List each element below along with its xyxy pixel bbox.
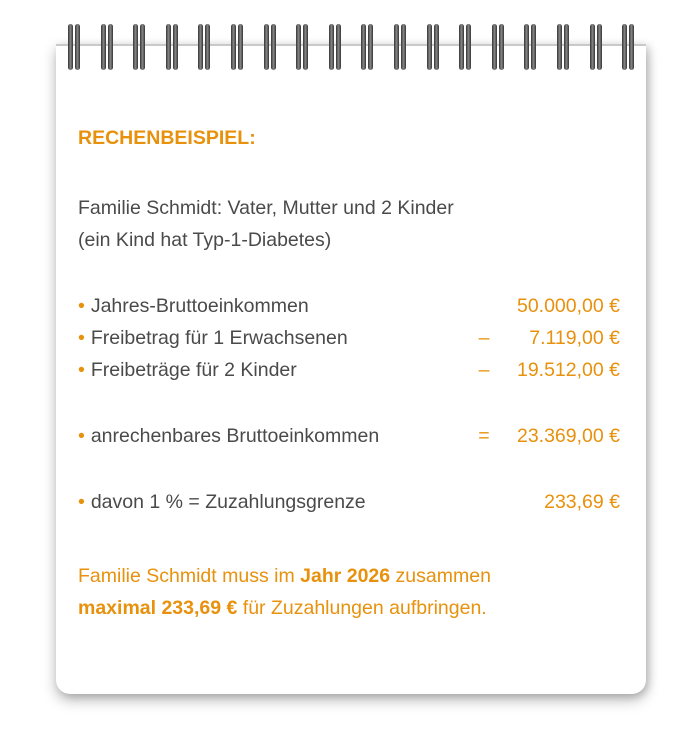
row-operator: =: [478, 425, 490, 447]
spiral-ring-icon: [491, 24, 506, 70]
row-operator: –: [478, 359, 490, 381]
spiral-ring-icon: [198, 24, 212, 70]
bullet: •: [78, 295, 85, 317]
bullet: •: [78, 425, 85, 447]
calc-row: • Jahres-Bruttoeinkommen 50.000,00 €: [78, 294, 620, 318]
spiral-ring-icon: [459, 24, 473, 70]
row-label: davon 1 % = Zuzahlungsgrenze: [90, 491, 366, 513]
spiral-ring-icon: [165, 24, 180, 70]
bullet: •: [78, 359, 85, 381]
notepad-card: [56, 44, 646, 694]
row-label: Freibeträge für 2 Kinder: [90, 359, 297, 381]
content: RECHENBEISPIEL: Familie Schmidt: Vater, …: [78, 126, 620, 620]
conclusion-text: zusammen: [390, 565, 491, 587]
bullet: •: [78, 327, 85, 349]
intro-line-2: (ein Kind hat Typ-1-Diabetes): [78, 229, 332, 251]
conclusion-text: für Zuzahlungen aufbringen.: [237, 597, 487, 619]
spiral-ring-icon: [231, 24, 245, 70]
spiral-ring-icon: [524, 24, 538, 70]
row-operator: –: [478, 327, 490, 349]
spiral-ring-icon: [361, 24, 375, 70]
calc-row: • davon 1 % = Zuzahlungsgrenze 233,69 €: [78, 490, 620, 514]
spiral-ring-icon: [100, 24, 115, 70]
row-label: Jahres-Bruttoeinkommen: [90, 295, 309, 317]
calc-row: • anrechenbares Bruttoeinkommen = 23.369,00…: [78, 424, 620, 448]
calc-row: • Freibetrag für 1 Erwachsenen – 7.119,00 €: [78, 326, 620, 350]
calc-row: • Freibeträge für 2 Kinder – 19.512,00 €: [78, 358, 620, 382]
spiral-ring-icon: [296, 24, 310, 70]
spiral-ring-icon: [68, 24, 82, 70]
spiral-ring-icon: [263, 24, 278, 70]
intro-line-1: Familie Schmidt: Vater, Mutter und 2 Kin…: [78, 197, 454, 219]
conclusion-year: Jahr 2026: [300, 565, 391, 587]
spiral-ring-icon: [589, 24, 604, 70]
conclusion-line-1: Familie Schmidt muss im Jahr 2026 zusamm…: [78, 564, 620, 588]
row-value: 233,69 €: [544, 491, 620, 513]
spiral-ring-icon: [557, 24, 571, 70]
conclusion-amount: maximal 233,69 €: [78, 597, 238, 619]
spiral-ring-icon: [394, 24, 408, 70]
row-value: 19.512,00 €: [516, 359, 620, 381]
row-label: Freibetrag für 1 Erwachsenen: [90, 327, 348, 349]
row-value: 23.369,00 €: [516, 425, 620, 447]
conclusion-text: Familie Schmidt muss im: [78, 565, 301, 587]
heading: RECHENBEISPIEL:: [78, 127, 256, 149]
bullet: •: [78, 491, 85, 513]
row-value: 7.119,00 €: [529, 327, 620, 349]
spiral-ring-icon: [426, 24, 441, 70]
spiral-ring-icon: [133, 24, 147, 70]
row-value: 50.000,00 €: [516, 295, 620, 317]
spiral-ring-icon: [622, 24, 636, 70]
spiral-ring-icon: [328, 24, 343, 70]
row-label: anrechenbares Bruttoeinkommen: [90, 425, 380, 447]
conclusion-line-2: maximal 233,69 € für Zuzahlungen aufbrin…: [78, 596, 620, 620]
